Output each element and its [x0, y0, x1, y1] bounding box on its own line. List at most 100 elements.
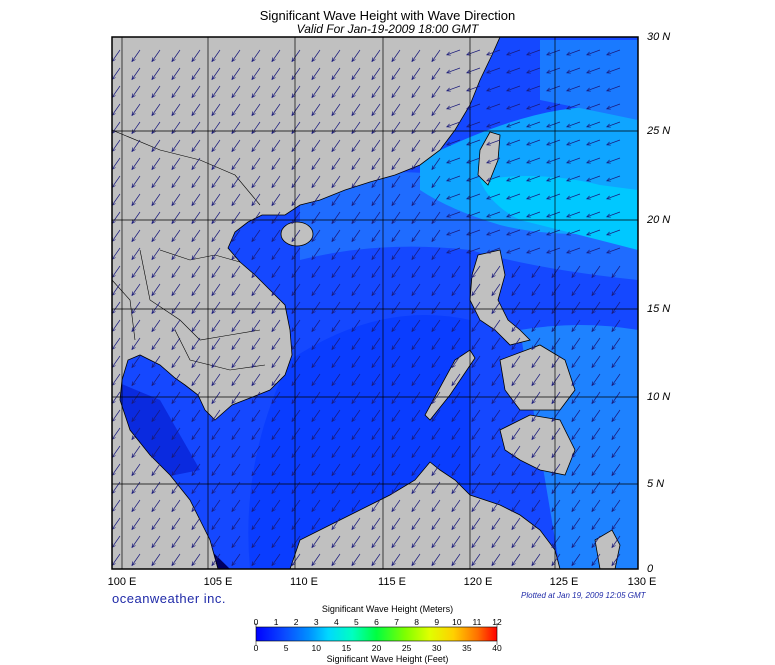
direction-arrowhead	[291, 525, 296, 531]
direction-arrow	[151, 391, 161, 404]
direction-arrow	[131, 409, 141, 422]
direction-arrow	[611, 553, 621, 566]
feet-tick-label: 25	[401, 643, 412, 653]
direction-arrow	[471, 337, 481, 350]
direction-arrow	[191, 463, 201, 476]
direction-arrow	[431, 175, 441, 188]
direction-arrowhead	[311, 399, 316, 405]
direction-arrow	[291, 499, 301, 512]
direction-arrowhead	[411, 327, 416, 333]
direction-arrowhead	[546, 249, 551, 254]
direction-arrow	[451, 535, 461, 548]
direction-arrow	[551, 553, 561, 566]
direction-arrowhead	[431, 57, 436, 63]
direction-arrowhead	[531, 327, 536, 333]
direction-arrow	[471, 355, 481, 368]
direction-arrowhead	[371, 399, 376, 405]
direction-arrow	[391, 373, 401, 386]
direction-arrowhead	[566, 159, 571, 164]
direction-arrowhead	[331, 219, 336, 225]
direction-arrowhead	[291, 417, 296, 423]
direction-arrow	[411, 409, 421, 422]
direction-arrow	[611, 319, 621, 332]
direction-arrowhead	[291, 183, 296, 189]
direction-arrowhead	[531, 543, 536, 549]
direction-arrowhead	[446, 69, 451, 74]
direction-arrowhead	[171, 363, 176, 369]
direction-arrow	[131, 373, 141, 386]
direction-arrowhead	[331, 255, 336, 261]
direction-arrow	[446, 103, 461, 110]
direction-arrow	[271, 319, 281, 332]
direction-arrow	[171, 49, 181, 62]
direction-arrowhead	[506, 69, 511, 74]
direction-arrowhead	[606, 123, 611, 128]
direction-arrow	[151, 49, 161, 62]
direction-arrow	[591, 463, 601, 476]
direction-arrowhead	[131, 399, 136, 405]
direction-arrow	[271, 517, 281, 530]
direction-arrowhead	[431, 255, 436, 261]
direction-arrow	[586, 229, 601, 236]
direction-arrowhead	[171, 201, 176, 207]
direction-arrow	[331, 373, 341, 386]
direction-arrowhead	[451, 327, 456, 333]
feet-tick-label: 10	[311, 643, 321, 653]
direction-arrow	[291, 301, 301, 314]
direction-arrow	[511, 391, 521, 404]
direction-arrow	[171, 247, 181, 260]
direction-arrow	[511, 373, 521, 386]
direction-arrowhead	[451, 525, 456, 531]
direction-arrowhead	[371, 381, 376, 387]
direction-arrowhead	[586, 159, 591, 164]
direction-arrowhead	[151, 309, 156, 315]
direction-arrow	[331, 49, 341, 62]
land-mainland	[112, 37, 501, 569]
direction-arrowhead	[351, 273, 356, 279]
direction-arrow	[211, 157, 221, 170]
direction-arrowhead	[431, 525, 436, 531]
direction-arrowhead	[611, 273, 616, 279]
direction-arrow	[391, 319, 401, 332]
direction-arrow	[531, 445, 541, 458]
direction-arrowhead	[311, 345, 316, 351]
direction-arrowhead	[531, 489, 536, 495]
direction-arrowhead	[171, 219, 176, 225]
direction-arrowhead	[466, 69, 471, 74]
direction-arrow	[311, 265, 321, 278]
direction-arrowhead	[191, 219, 196, 225]
direction-arrow	[471, 427, 481, 440]
direction-arrow	[471, 535, 481, 548]
direction-arrowhead	[411, 561, 416, 567]
direction-arrowhead	[611, 327, 616, 333]
direction-arrow	[131, 157, 141, 170]
direction-arrow	[331, 265, 341, 278]
direction-arrowhead	[211, 165, 216, 171]
direction-arrowhead	[151, 363, 156, 369]
direction-arrowhead	[311, 93, 316, 99]
direction-arrowhead	[171, 345, 176, 351]
direction-arrow	[371, 373, 381, 386]
direction-arrowhead	[311, 507, 316, 513]
direction-arrow	[211, 319, 221, 332]
direction-arrow	[451, 445, 461, 458]
direction-arrow	[486, 193, 501, 200]
direction-arrow	[571, 355, 581, 368]
direction-arrow	[371, 211, 381, 224]
direction-arrowhead	[391, 309, 396, 315]
direction-arrowhead	[371, 417, 376, 423]
direction-arrow	[431, 535, 441, 548]
direction-arrow	[566, 229, 581, 236]
direction-arrowhead	[411, 345, 416, 351]
direction-arrow	[571, 427, 581, 440]
direction-arrow	[471, 283, 481, 296]
direction-arrow	[571, 301, 581, 314]
direction-arrow	[446, 157, 461, 164]
direction-arrow	[331, 157, 341, 170]
direction-arrow	[486, 157, 501, 164]
direction-arrow	[112, 499, 121, 512]
direction-arrowhead	[611, 345, 616, 351]
direction-arrowhead	[131, 525, 136, 531]
direction-arrow	[112, 229, 121, 242]
direction-arrowhead	[371, 489, 376, 495]
